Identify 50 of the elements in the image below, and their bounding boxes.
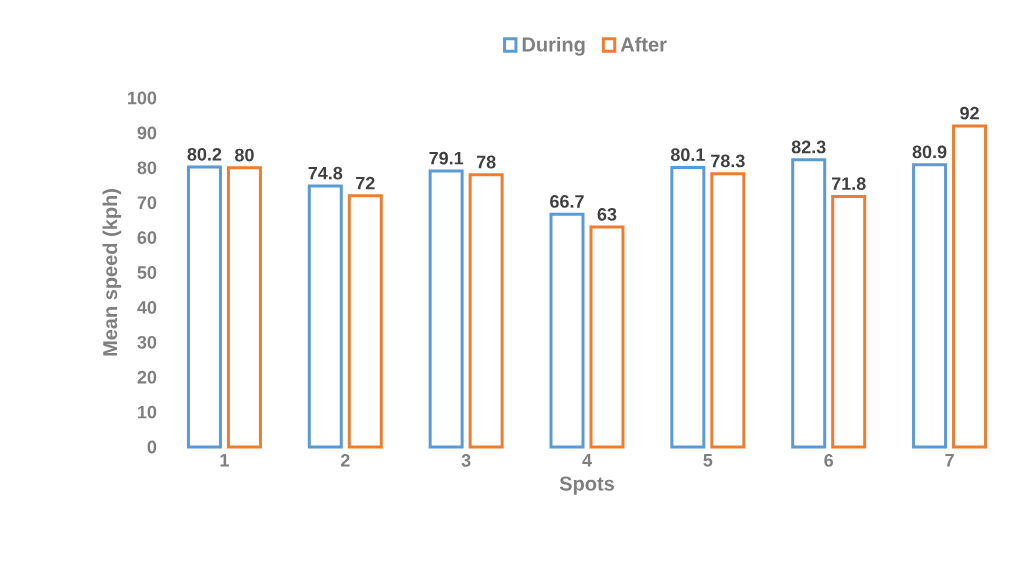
y-axis-title: Mean speed (kph) [102,189,122,356]
y-tick-label: 100 [128,91,157,105]
x-tick-label: 7 [945,454,954,467]
data-label: 74.8 [308,166,343,180]
x-axis-title: Spots [559,476,614,495]
data-label: 78 [476,155,496,169]
bar [428,169,464,449]
x-tick-label: 4 [582,454,592,467]
legend-label: After [620,36,667,52]
data-label: 79.1 [429,151,464,165]
data-label: 66.7 [550,195,584,208]
data-label: 71.8 [831,177,866,191]
data-label: 92 [960,106,979,120]
bar [549,212,585,449]
bar [912,163,948,449]
bar [226,166,262,449]
y-tick-label: 50 [137,266,157,279]
data-label: 78.3 [711,154,745,168]
bar [952,124,988,449]
y-tick-label: 10 [138,405,157,419]
data-label: 82.3 [791,140,826,154]
x-tick-label: 6 [824,454,834,467]
y-tick-label: 70 [137,196,157,210]
bar [791,158,827,449]
data-label: 72 [356,176,375,190]
bar [347,194,383,449]
y-tick-label: 80 [137,161,157,175]
data-label: 80.1 [670,148,705,162]
x-tick-label: 2 [340,454,350,467]
y-tick-label: 60 [137,231,157,244]
data-label: 80.2 [187,147,222,161]
data-label: 80 [234,148,254,162]
y-tick-label: 30 [137,335,157,349]
y-tick-label: 90 [137,126,157,140]
bar [589,225,625,449]
data-label: 80.9 [912,145,947,159]
bar [831,194,867,449]
bar [186,165,222,449]
x-tick-label: 5 [703,454,713,467]
legend-label: During [522,36,585,56]
y-tick-label: 20 [137,370,157,384]
y-tick-label: 40 [137,301,157,314]
bar [468,173,504,449]
data-label: 63 [597,207,617,221]
bar [307,184,343,449]
x-tick-label: 3 [461,454,471,467]
bar [670,165,706,449]
x-tick-label: 1 [220,454,229,467]
bar [710,172,746,449]
y-tick-label: 0 [147,440,157,454]
